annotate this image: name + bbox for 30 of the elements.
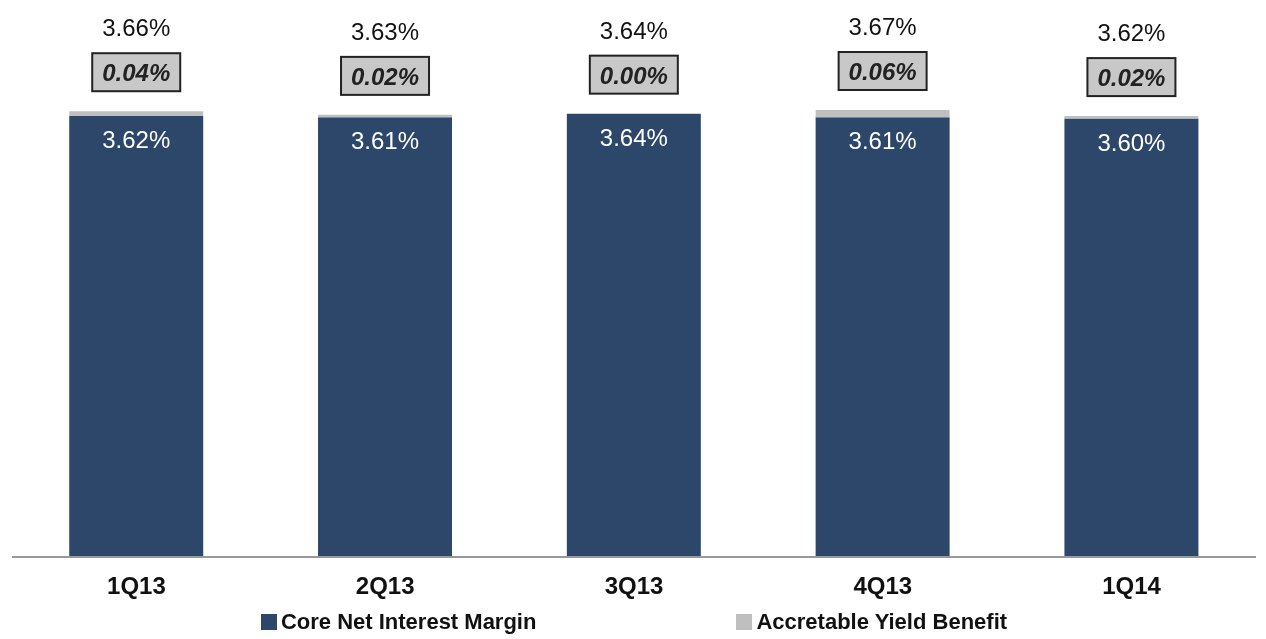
x-tick-label: 1Q14 xyxy=(1102,572,1162,600)
x-tick-label: 2Q13 xyxy=(355,572,415,600)
bar xyxy=(1064,118,1199,557)
data-label: 0.02% xyxy=(1097,64,1166,92)
data-label: 0.04% xyxy=(102,59,171,87)
total-label: 3.63% xyxy=(350,17,420,45)
data-label: 0.06% xyxy=(848,58,917,85)
total-label: 3.62% xyxy=(1097,19,1166,47)
total-label: 3.66% xyxy=(102,14,171,42)
bar xyxy=(318,117,453,557)
legend-label: Accretable Yield Benefit xyxy=(756,609,1008,635)
bar xyxy=(69,116,204,557)
data-label: 3.61% xyxy=(350,127,420,155)
x-tick-label: 1Q13 xyxy=(107,572,166,600)
data-label: 3.60% xyxy=(1097,128,1166,156)
x-tick-label: 3Q13 xyxy=(604,572,664,600)
data-label: 3.61% xyxy=(848,127,917,155)
data-label: 0.02% xyxy=(350,62,420,90)
bar xyxy=(815,110,950,118)
total-label: 3.67% xyxy=(848,13,917,40)
data-label: 3.64% xyxy=(599,123,668,151)
bar xyxy=(815,117,950,557)
bar xyxy=(69,111,204,117)
bar xyxy=(1064,116,1199,119)
data-label: 3.62% xyxy=(102,126,171,154)
x-tick-label: 4Q13 xyxy=(853,572,913,600)
bar xyxy=(566,113,701,557)
legend-label: Core Net Interest Margin xyxy=(280,609,537,635)
total-label: 3.64% xyxy=(599,16,668,44)
data-label: 0.00% xyxy=(599,61,668,89)
